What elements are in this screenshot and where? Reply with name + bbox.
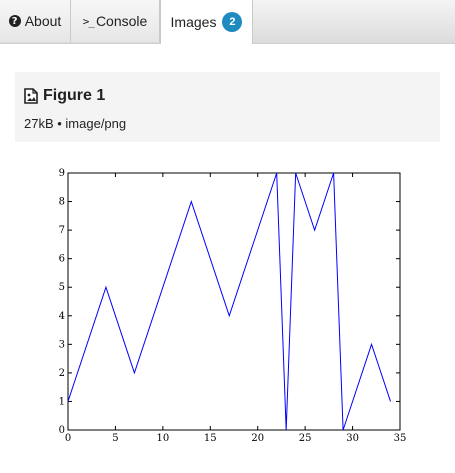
images-count-badge: 2	[222, 12, 243, 32]
y-tick-label: 0	[59, 425, 65, 436]
tab-about[interactable]: ? About	[0, 0, 71, 42]
tab-images-label: Images	[170, 14, 217, 30]
figure-meta: 27kB • image/png	[24, 116, 127, 131]
y-tick-label: 1	[59, 396, 65, 407]
tab-images[interactable]: Images 2	[160, 0, 253, 44]
tab-console-label: Console	[95, 13, 148, 29]
x-tick-label: 5	[112, 433, 118, 444]
line-chart: 0 5 10 15 20 25 30 35 0 1 2 3 4 5 6 7 8 9	[59, 168, 407, 444]
series-group	[67, 172, 391, 431]
y-tick-label: 5	[59, 282, 65, 293]
y-tick-label: 6	[59, 254, 65, 265]
terminal-icon: >_	[82, 14, 95, 28]
y-tick-label: 3	[59, 339, 65, 350]
tab-about-label: About	[24, 13, 62, 29]
y-tick-label: 9	[59, 168, 65, 179]
x-tick-label: 25	[299, 433, 312, 444]
x-tick-label: 30	[346, 433, 359, 444]
tab-bar: ? About >_ Console Images 2	[0, 0, 455, 44]
figure-title: Figure 1	[24, 87, 105, 105]
y-tick-label: 7	[59, 225, 65, 236]
figure-title-text: Figure 1	[43, 87, 106, 104]
y-tick-label: 8	[59, 197, 65, 208]
image-file-icon	[24, 88, 38, 104]
x-tick-label: 0	[65, 433, 71, 444]
question-circle-icon: ?	[8, 15, 21, 27]
y-tick-label: 2	[59, 368, 65, 379]
y-axis: 0 1 2 3 4 5 6 7 8 9	[59, 168, 400, 436]
x-tick-label: 20	[251, 433, 264, 444]
x-tick-label: 10	[156, 433, 169, 444]
x-tick-label: 15	[204, 433, 217, 444]
x-tick-label: 35	[394, 433, 407, 444]
figure-header-panel: Figure 1 27kB • image/png	[15, 72, 440, 142]
x-axis: 0 5 10 15 20 25 30 35	[65, 173, 407, 444]
y-tick-label: 4	[59, 311, 65, 322]
tab-console[interactable]: >_ Console	[71, 0, 160, 42]
